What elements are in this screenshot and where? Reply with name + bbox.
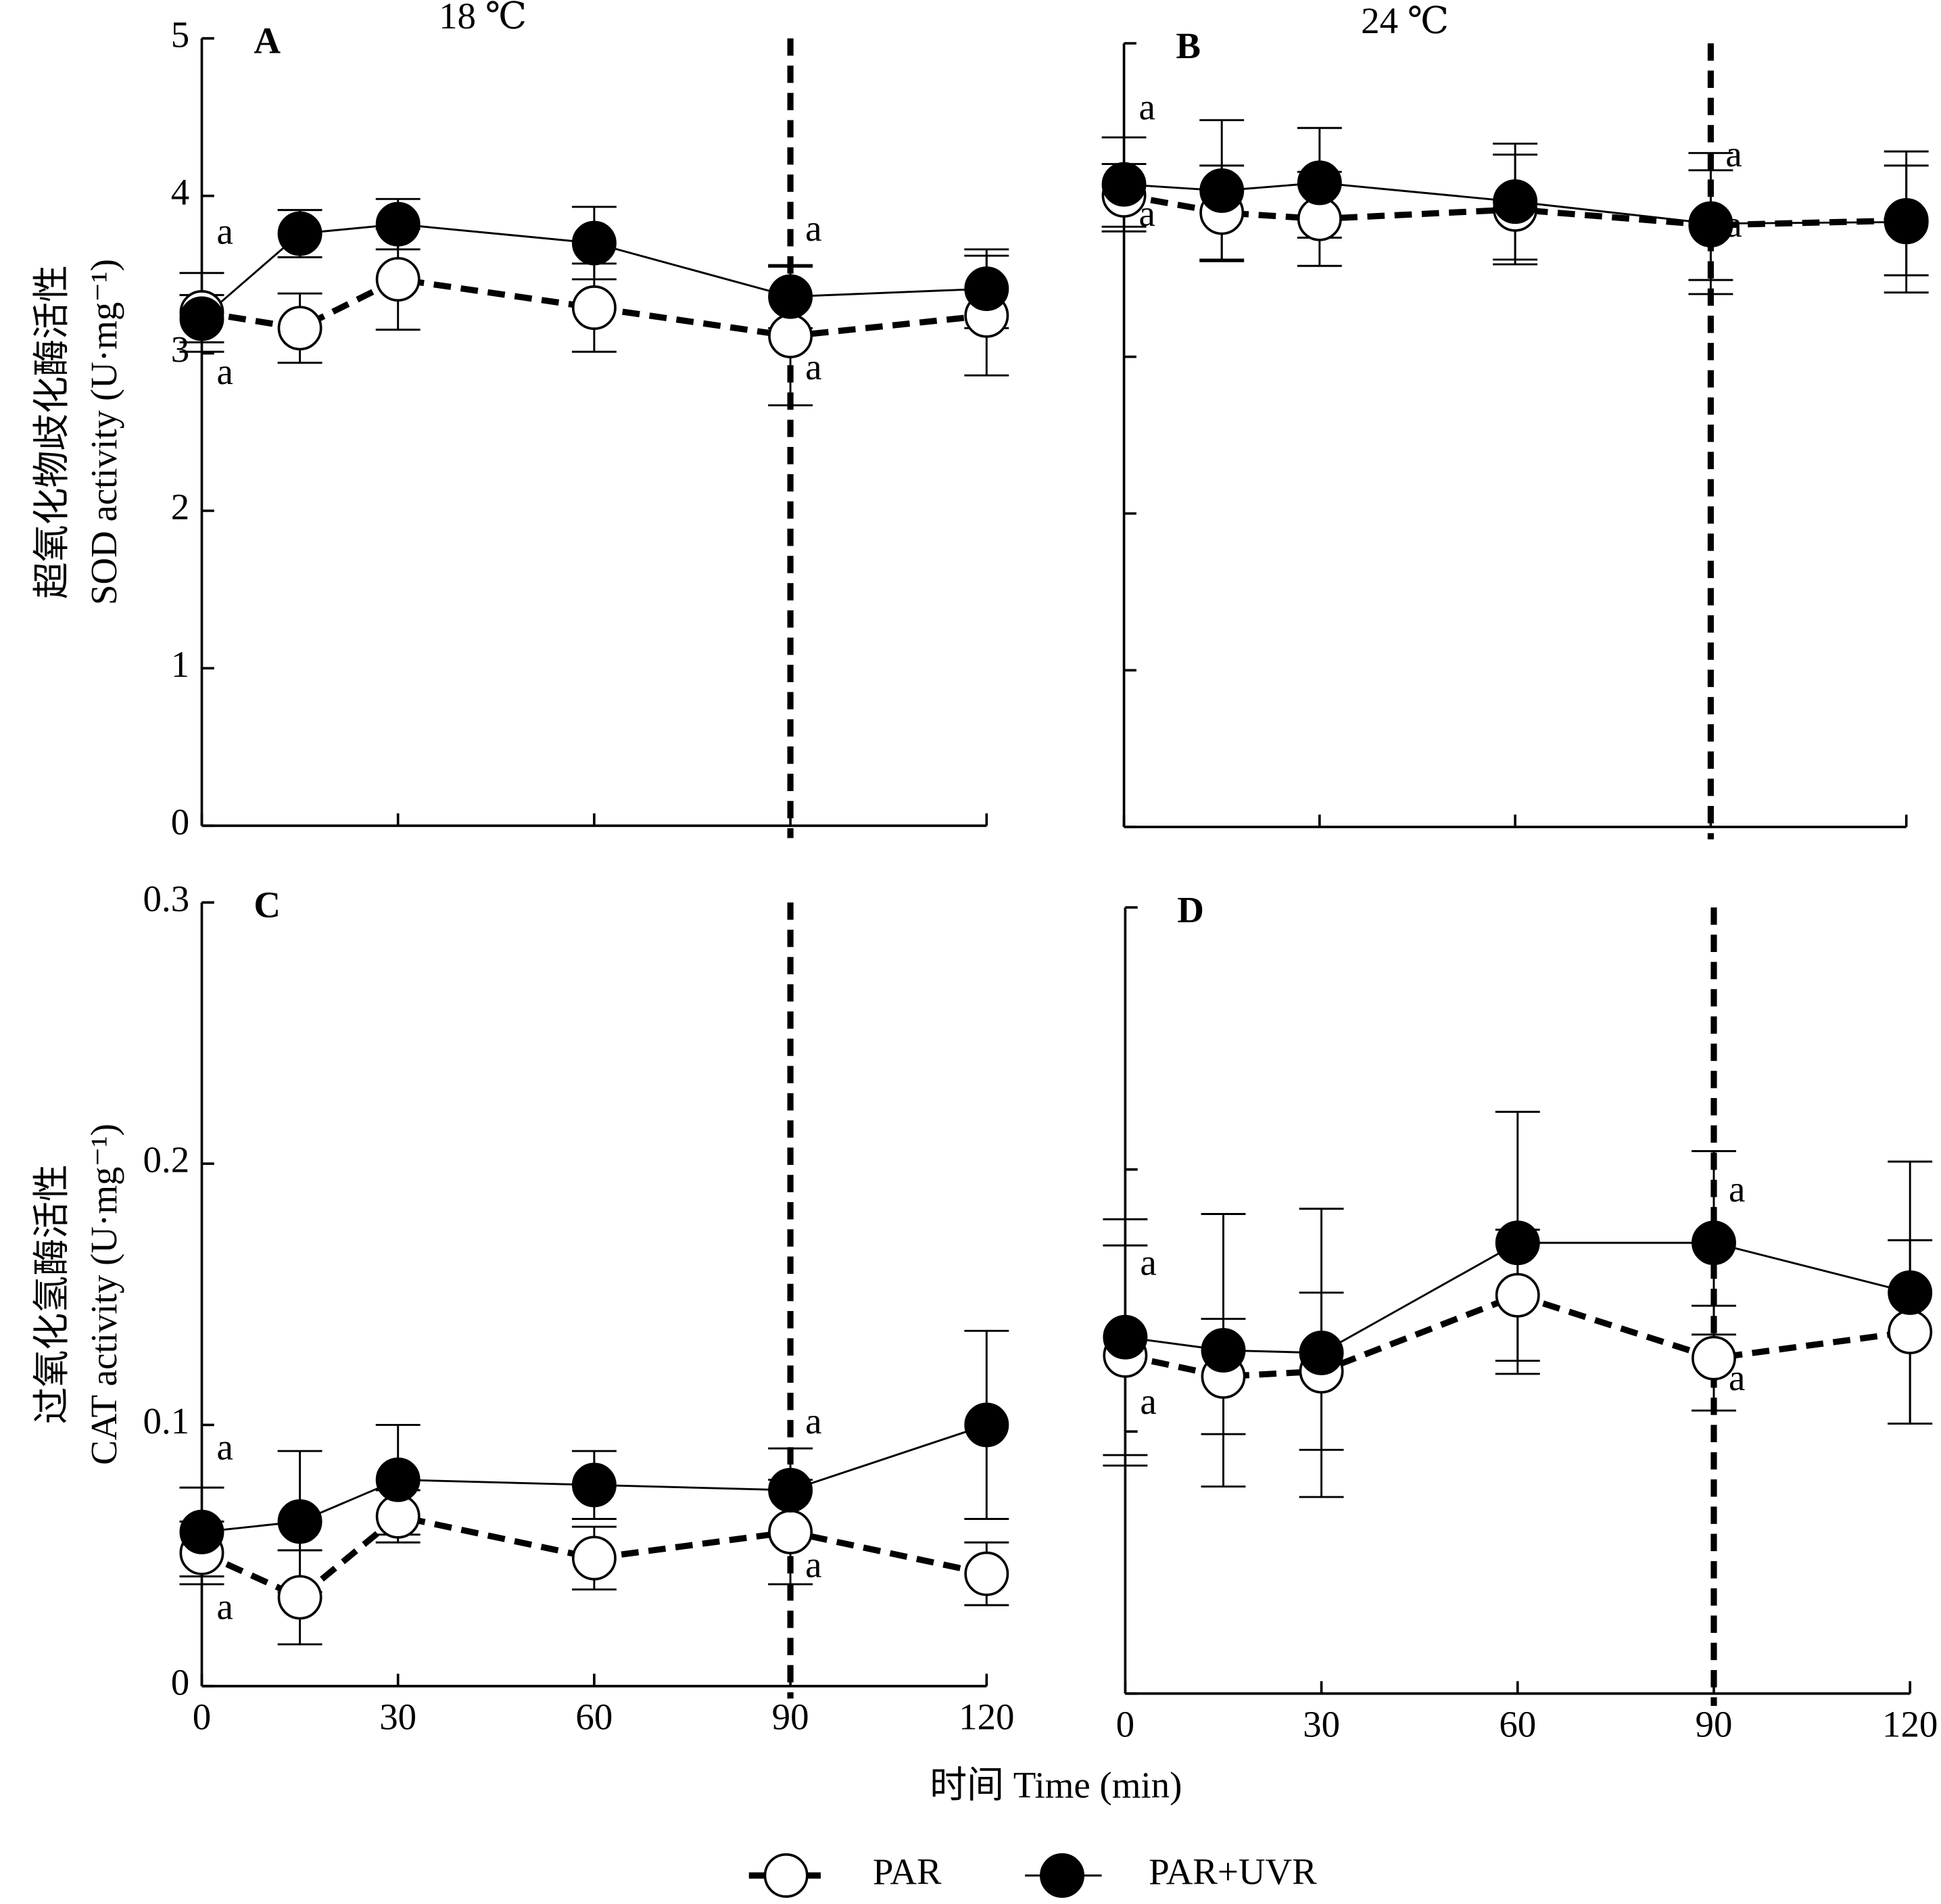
filled-marker (1493, 179, 1538, 224)
annotation: a (805, 1544, 821, 1586)
open-marker (763, 1853, 809, 1898)
y-tick-label: 0.1 (143, 1400, 190, 1442)
x-tick-label: 120 (1882, 1704, 1938, 1745)
annotation: a (1140, 1381, 1156, 1422)
filled-marker (1299, 1330, 1344, 1375)
filled-marker (179, 296, 224, 341)
legend-label: PAR (873, 1851, 942, 1892)
x-tick-label: 0 (1116, 1704, 1134, 1745)
open-marker (964, 1551, 1009, 1596)
open-marker (277, 306, 322, 351)
y-tick-label: 0 (171, 801, 189, 842)
x-tick-label: 120 (959, 1696, 1014, 1738)
filled-marker (375, 201, 421, 247)
x-tick-label: 90 (1696, 1704, 1733, 1745)
panel-title: 18 ℃ (439, 0, 527, 37)
annotation: a (805, 1400, 821, 1442)
annotation: a (216, 1427, 233, 1468)
y-tick-label: 1 (171, 644, 189, 685)
open-marker (277, 1575, 322, 1620)
y-tick-label: 3 (171, 329, 189, 370)
filled-marker (1101, 162, 1147, 207)
panel-title: 24 ℃ (1361, 0, 1449, 41)
x-tick-label: 90 (772, 1696, 809, 1738)
annotation: a (216, 351, 233, 392)
y-tick-label: 5 (171, 14, 189, 55)
filled-marker (277, 1499, 322, 1544)
panel-label: D (1177, 889, 1204, 930)
y-tick-label: 0.3 (143, 878, 190, 919)
filled-marker (964, 1402, 1009, 1448)
filled-marker (375, 1457, 421, 1502)
filled-marker (1040, 1853, 1084, 1898)
annotation: a (1729, 1357, 1745, 1398)
legend-label: PAR+UVR (1149, 1851, 1317, 1892)
y-axis-label: SOD activity (U·mg⁻¹) (83, 259, 124, 605)
filled-marker (1688, 201, 1733, 246)
x-tick-label: 60 (1499, 1704, 1536, 1745)
filled-marker (1199, 168, 1245, 213)
annotation: a (216, 210, 233, 252)
filled-marker (1103, 1314, 1148, 1360)
annotation: a (1139, 86, 1155, 127)
annotation: a (1725, 133, 1742, 174)
filled-marker (1201, 1328, 1246, 1373)
filled-marker (768, 1468, 813, 1513)
filled-marker (1297, 160, 1342, 206)
y-axis-label: 过氧化氢酶活性 (31, 1164, 72, 1424)
x-tick-label: 0 (193, 1696, 211, 1738)
panel-label: A (254, 20, 281, 62)
x-tick-label: 30 (1303, 1704, 1340, 1745)
filled-marker (179, 1509, 224, 1554)
filled-marker (964, 266, 1009, 312)
annotation: a (1140, 1242, 1156, 1283)
annotation: a (1139, 193, 1155, 234)
annotation: a (805, 208, 821, 249)
open-marker (571, 1536, 617, 1581)
panel-label: C (254, 884, 281, 926)
open-marker (1692, 1335, 1736, 1381)
y-axis-label: 超氧化物歧化酶活性 (31, 265, 72, 599)
open-marker (375, 257, 421, 302)
open-marker (1495, 1272, 1540, 1318)
filled-marker (768, 274, 813, 319)
filled-marker (1692, 1220, 1736, 1266)
x-tick-label: 60 (575, 1696, 613, 1738)
y-tick-label: 2 (171, 486, 189, 527)
filled-marker (1884, 199, 1929, 245)
y-axis-label: CAT activity (U·mg⁻¹) (83, 1124, 124, 1465)
filled-marker (571, 220, 617, 266)
annotation: a (216, 1586, 233, 1627)
y-tick-label: 4 (171, 171, 189, 212)
filled-marker (1495, 1220, 1540, 1266)
annotation: a (805, 346, 821, 387)
open-marker (571, 285, 617, 330)
annotation: a (1729, 1168, 1745, 1210)
y-tick-label: 0 (171, 1661, 189, 1703)
panel-label: B (1176, 25, 1201, 66)
open-marker (1888, 1309, 1933, 1354)
filled-marker (277, 211, 322, 256)
x-tick-label: 30 (379, 1696, 416, 1738)
filled-marker (571, 1462, 617, 1508)
y-tick-label: 0.2 (143, 1139, 190, 1181)
filled-marker (1888, 1270, 1933, 1315)
annotation: a (1725, 204, 1742, 245)
x-axis-label: 时间 Time (min) (930, 1764, 1182, 1805)
